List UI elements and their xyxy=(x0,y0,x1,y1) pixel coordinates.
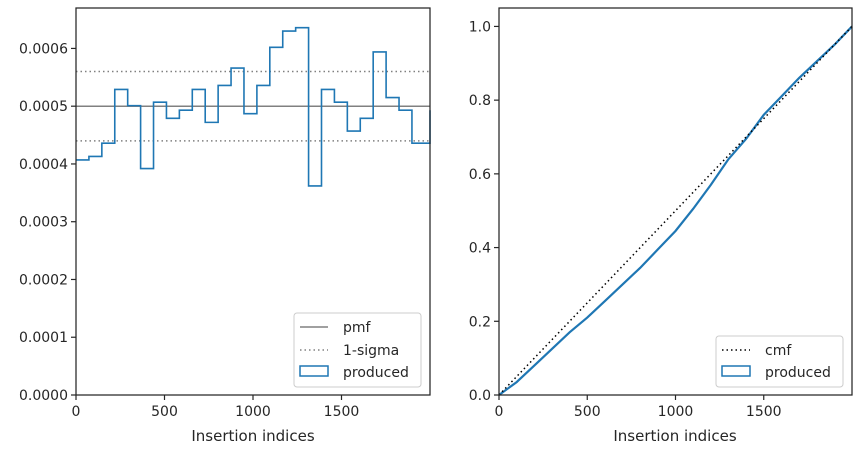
cmf-panel: 0.0 0.2 0.4 0.6 0.8 1.0 0 500 1000 1500 Insertio… xyxy=(469,7,853,445)
produced-step-series xyxy=(76,26,431,187)
cmf-y-ticks: 0.0 0.2 0.4 0.6 0.8 1.0 xyxy=(469,19,499,404)
pmf-y-tick-label: 0.0005 xyxy=(19,99,68,115)
cmf-y-tick-label: 0.6 xyxy=(469,167,491,183)
pmf-marks xyxy=(76,26,431,187)
cmf-x-axis-label: Insertion indices xyxy=(613,427,736,445)
pmf-x-ticks: 0 500 1000 1500 xyxy=(72,395,360,420)
cmf-y-tick-label: 1.0 xyxy=(469,19,491,35)
cmf-legend-label: cmf xyxy=(765,343,792,359)
pmf-y-tick-label: 0.0006 xyxy=(19,41,68,57)
pmf-x-tick-label: 1500 xyxy=(324,404,360,420)
produced-legend-swatch xyxy=(299,365,329,377)
produced-legend-label: produced xyxy=(343,365,409,381)
pmf-x-axis-label: Insertion indices xyxy=(191,427,314,445)
cmf-x-tick-label: 0 xyxy=(495,404,504,420)
sigma-legend-label: 1-sigma xyxy=(343,343,399,359)
produced-cmf-legend-label: produced xyxy=(765,365,831,381)
pmf-y-tick-label: 0.0001 xyxy=(19,330,68,346)
pmf-legend: pmf 1-sigma produced xyxy=(293,312,422,388)
pmf-axes-frame xyxy=(75,7,431,396)
cmf-y-tick-label: 0.2 xyxy=(469,314,491,330)
pmf-x-tick-label: 500 xyxy=(151,404,178,420)
pmf-panel: 0.0000 0.0001 0.0002 0.0003 0.0004 0.0005 0.00… xyxy=(19,7,431,445)
cmf-y-tick-label: 0.0 xyxy=(469,388,491,404)
pmf-x-tick-label: 1000 xyxy=(235,404,271,420)
produced-cmf-line xyxy=(498,25,853,396)
cmf-legend: cmf produced xyxy=(715,335,844,388)
pmf-y-tick-label: 0.0004 xyxy=(19,157,68,173)
pmf-legend-box xyxy=(293,312,422,388)
pmf-y-tick-label: 0.0000 xyxy=(19,388,68,404)
cmf-y-tick-label: 0.4 xyxy=(469,241,491,257)
pmf-x-tick-label: 0 xyxy=(72,404,81,420)
cmf-plot-area xyxy=(499,8,852,395)
cmf-x-ticks: 0 500 1000 1500 xyxy=(495,395,782,420)
cmf-x-tick-label: 1500 xyxy=(746,404,782,420)
produced-cmf-legend-swatch xyxy=(721,365,751,377)
cmf-legend-box xyxy=(715,335,844,388)
pmf-legend-label: pmf xyxy=(343,320,372,336)
pmf-y-tick-label: 0.0003 xyxy=(19,215,68,231)
cmf-x-tick-label: 500 xyxy=(574,404,601,420)
cmf-x-tick-label: 1000 xyxy=(658,404,694,420)
cmf-marks xyxy=(498,25,853,396)
cmf-axes-frame xyxy=(498,7,853,396)
cmf-y-tick-label: 0.8 xyxy=(469,93,491,109)
pmf-y-ticks: 0.0000 0.0001 0.0002 0.0003 0.0004 0.0005 0.00… xyxy=(19,41,76,404)
pmf-y-tick-label: 0.0002 xyxy=(19,272,68,288)
